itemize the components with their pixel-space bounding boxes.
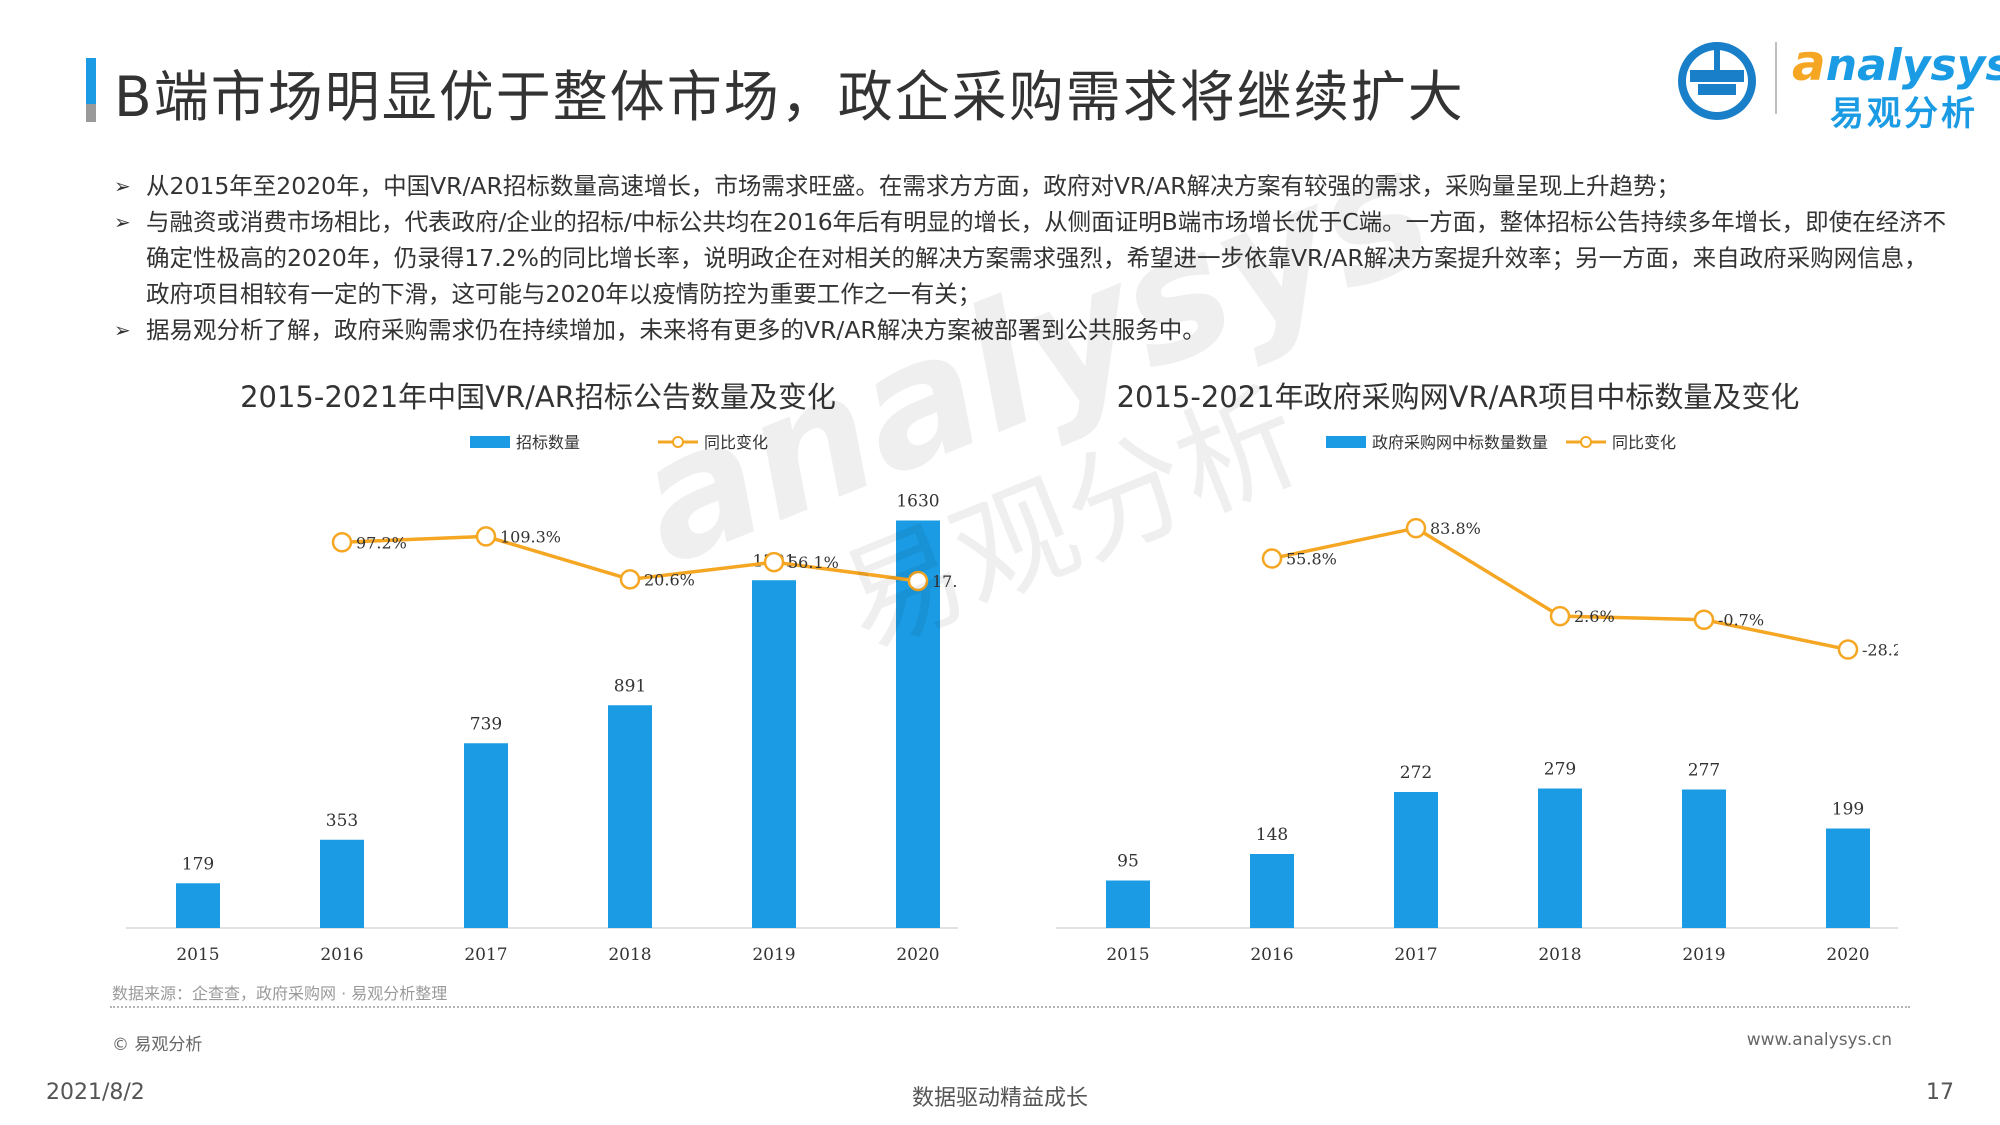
yoy-value-label: -0.7%	[1718, 611, 1764, 630]
bar-value-label: 199	[1832, 800, 1864, 820]
bar	[608, 705, 652, 928]
x-tick-label: 2015	[1106, 945, 1149, 965]
page-title: B端市场明显优于整体市场，政企采购需求将继续扩大	[114, 65, 1465, 129]
page-number: 17	[1926, 1080, 1954, 1105]
bar	[1394, 792, 1438, 928]
x-tick-label: 2017	[464, 945, 507, 965]
logo-divider	[1775, 42, 1777, 114]
yoy-value-label: -28.2%	[1862, 641, 1898, 660]
legend-swatch-bar	[1326, 436, 1366, 448]
bullet-text: 从2015年至2020年，中国VR/AR招标数量高速增长，市场需求旺盛。在需求方…	[146, 172, 1681, 200]
bar	[176, 883, 220, 928]
x-tick-label: 2016	[320, 945, 363, 965]
brand-name-cn: 易观分析	[1830, 94, 1978, 134]
dotted-divider	[110, 1006, 1910, 1008]
yoy-value-label: 97.2%	[356, 533, 407, 552]
yoy-point	[907, 570, 929, 592]
legend-swatch-bar	[470, 436, 510, 448]
yoy-value-label: 56.1%	[788, 553, 839, 572]
bar	[1250, 854, 1294, 928]
chinajoy-seal-logo	[1678, 42, 1756, 120]
yoy-point	[475, 526, 497, 547]
bar	[464, 743, 508, 928]
bar-value-label: 148	[1256, 825, 1288, 845]
chart-tender-announcements: 2015-2021年中国VR/AR招标公告数量及变化 招标数量 同比变化 179 20…	[118, 368, 958, 978]
yoy-point	[619, 569, 641, 590]
x-tick-label: 2019	[752, 945, 795, 965]
copyright: © 易观分析	[112, 1035, 203, 1055]
x-tick-label: 2019	[1682, 945, 1725, 965]
bar-value-label: 353	[326, 811, 358, 831]
bar	[320, 839, 364, 928]
x-tick-label: 2017	[1394, 945, 1437, 965]
bullet-item: ➢ 据易观分析了解，政府采购需求仍在持续增加，未来将有更多的VR/AR解决方案被部…	[110, 312, 1950, 348]
yoy-value-label: 55.8%	[1286, 549, 1337, 568]
bar	[1538, 788, 1582, 928]
bar	[1106, 880, 1150, 928]
legend-label-bar: 政府采购网中标数量数量	[1372, 433, 1548, 452]
bar	[1826, 828, 1870, 928]
bar-value-label: 95	[1117, 852, 1139, 872]
bar-value-label: 1630	[896, 492, 939, 512]
yoy-point	[1549, 605, 1571, 627]
bar-value-label: 272	[1400, 763, 1432, 783]
chart-government-procurement: 2015-2021年政府采购网VR/AR项目中标数量及变化 政府采购网中标数量数…	[1018, 368, 1898, 978]
yoy-point	[1261, 548, 1283, 569]
yoy-value-label: 20.6%	[644, 570, 695, 589]
chart-title: 2015-2021年政府采购网VR/AR项目中标数量及变化	[1116, 380, 1800, 414]
yoy-line	[1271, 526, 1849, 652]
legend-label-line: 同比变化	[704, 433, 768, 452]
bullet-text: 与融资或消费市场相比，代表政府/企业的招标/中标公共均在2016年后有明显的增长…	[146, 208, 1947, 308]
bar-value-label: 891	[614, 676, 646, 696]
legend-marker-line	[1580, 436, 1592, 448]
arrow-bullet-icon: ➢	[114, 318, 131, 342]
x-tick-label: 2016	[1250, 945, 1293, 965]
bar-value-label: 179	[182, 854, 214, 874]
yoy-point	[1405, 517, 1427, 539]
bullet-item: ➢ 从2015年至2020年，中国VR/AR招标数量高速增长，市场需求旺盛。在需求…	[110, 168, 1950, 204]
bullet-list: ➢ 从2015年至2020年，中国VR/AR招标数量高速增长，市场需求旺盛。在需求…	[110, 168, 1950, 348]
arrow-bullet-icon: ➢	[114, 210, 131, 234]
legend-marker-line	[672, 436, 684, 448]
bar-value-label: 739	[470, 714, 502, 734]
bar-value-label: 279	[1544, 760, 1576, 780]
chart-title: 2015-2021年中国VR/AR招标公告数量及变化	[240, 380, 836, 414]
x-tick-label: 2020	[1826, 945, 1869, 965]
website-link[interactable]: www.analysys.cn	[1746, 1030, 1892, 1050]
yoy-value-label: 83.8%	[1430, 519, 1481, 538]
yoy-point	[763, 551, 785, 573]
yoy-point	[1837, 639, 1859, 660]
footer-slogan: 数据驱动精益成长	[911, 1086, 1088, 1111]
x-tick-label: 2015	[176, 945, 219, 965]
title-accent-bar	[86, 58, 96, 122]
chart-svg: 招标数量同比变化17920153532016739201789120181391…	[126, 433, 958, 965]
x-tick-label: 2018	[608, 945, 651, 965]
legend-label-bar: 招标数量	[516, 433, 580, 452]
arrow-bullet-icon: ➢	[114, 174, 131, 198]
chart-svg: 政府采购网中标数量数量 同比变化 95 2015 148 2016 272 2017 279 20…	[1056, 433, 1898, 965]
bullet-text: 据易观分析了解，政府采购需求仍在持续增加，未来将有更多的VR/AR解决方案被部署…	[146, 316, 1206, 344]
yoy-value-label: 109.3%	[500, 527, 561, 546]
yoy-value-label: 17.2%	[932, 572, 958, 591]
bar-value-label: 277	[1688, 761, 1720, 781]
legend-label-line: 同比变化	[1612, 433, 1676, 452]
data-source-note: 数据来源：企查查，政府采购网 · 易观分析整理	[112, 984, 448, 1003]
footer-date: 2021/8/2	[46, 1080, 145, 1105]
bar	[752, 580, 796, 928]
yoy-point	[331, 532, 353, 553]
analysys-logo: analysys	[1792, 34, 2000, 92]
yoy-value-label: 2.6%	[1574, 607, 1615, 626]
yoy-point	[1693, 609, 1715, 630]
bullet-item: ➢ 与融资或消费市场相比，代表政府/企业的招标/中标公共均在2016年后有明显的增…	[110, 204, 1950, 312]
x-tick-label: 2018	[1538, 945, 1581, 965]
x-tick-label: 2020	[896, 945, 939, 965]
bar	[1682, 789, 1726, 928]
